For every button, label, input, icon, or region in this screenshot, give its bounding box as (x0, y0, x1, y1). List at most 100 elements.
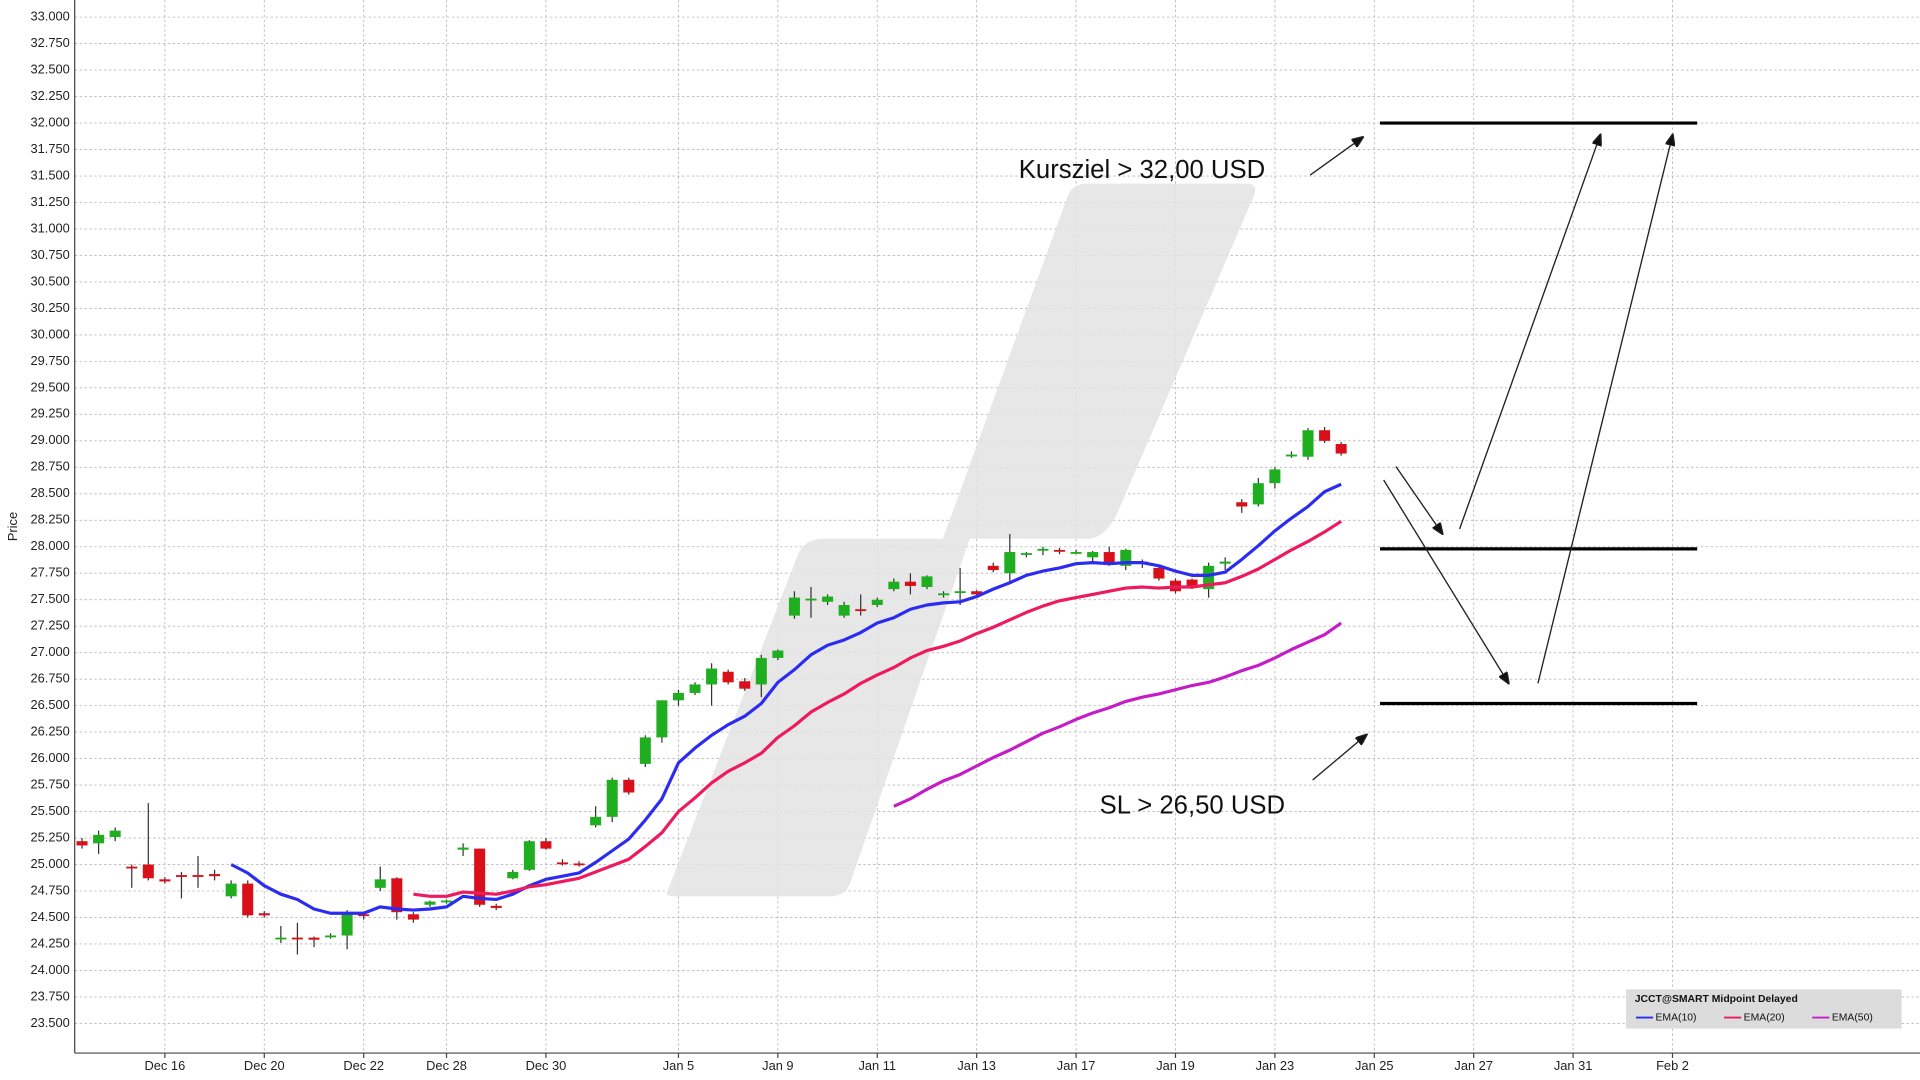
y-tick-label: 30.250 (30, 300, 69, 315)
candle-body (540, 841, 552, 849)
x-tick-label: Feb 2 (1656, 1058, 1689, 1073)
candle-body (706, 668, 718, 685)
candle-body (971, 591, 983, 595)
candle-body (855, 609, 867, 612)
y-tick-label: 29.750 (30, 353, 69, 368)
y-tick-label: 26.750 (30, 671, 69, 686)
candle-body (175, 875, 187, 877)
y-tick-label: 27.750 (30, 565, 69, 580)
candle-body (805, 598, 817, 601)
candle-body (1319, 430, 1331, 441)
y-tick-label: 32.750 (30, 35, 69, 50)
y-tick-label: 29.250 (30, 406, 69, 421)
candle-body (788, 597, 800, 616)
y-tick-label: 25.750 (30, 776, 69, 791)
y-tick-label: 23.500 (30, 1015, 69, 1030)
candle-body (954, 591, 966, 594)
y-tick-label: 31.750 (30, 141, 69, 156)
arrow (1537, 135, 1673, 684)
y-tick-label: 30.500 (30, 273, 69, 288)
y-tick-label: 31.500 (30, 167, 69, 182)
candle-body (1335, 444, 1347, 454)
candle-body (1037, 548, 1049, 551)
y-tick-label: 33.000 (30, 9, 69, 24)
y-tick-label: 25.250 (30, 829, 69, 844)
y-tick-label: 32.000 (30, 114, 69, 129)
candle-body (556, 862, 569, 865)
legend-title: JCCT@SMART Midpoint Delayed (1635, 994, 1798, 1005)
candle-body (441, 900, 453, 903)
ema-line (893, 621, 1343, 808)
y-tick-label: 26.500 (30, 697, 69, 712)
arrows (1309, 135, 1673, 781)
candle-body (159, 879, 171, 882)
x-tick-label: Jan 13 (957, 1058, 996, 1073)
candle-body (1252, 483, 1264, 505)
candle-body (987, 565, 999, 571)
candle-body (1103, 552, 1115, 564)
legend-label: EMA(20) (1744, 1012, 1785, 1023)
y-tick-label: 24.500 (30, 909, 69, 924)
y-tick-label: 31.250 (30, 194, 69, 209)
arrow (1383, 479, 1509, 683)
x-tick-label: Jan 19 (1156, 1058, 1195, 1073)
arrow (1312, 735, 1367, 781)
y-tick-label: 26.250 (30, 724, 69, 739)
annotation: Kursziel > 32,00 USD (1019, 156, 1265, 184)
y-tick-label: 32.250 (30, 88, 69, 103)
x-tick-label: Jan 17 (1057, 1058, 1096, 1073)
candle-body (573, 863, 585, 866)
candle-body (192, 875, 204, 877)
candle-body (1054, 549, 1066, 552)
arrow (1458, 135, 1601, 530)
candle-body (258, 913, 270, 916)
y-tick-label: 28.500 (30, 485, 69, 500)
y-tick-label: 27.250 (30, 618, 69, 633)
candle-body (1302, 430, 1314, 457)
y-tick-label: 25.500 (30, 803, 69, 818)
candle-body (93, 834, 105, 844)
candle-body (1269, 469, 1281, 484)
x-tick-label: Jan 23 (1256, 1058, 1295, 1073)
candle-body (921, 576, 933, 587)
candle-body (109, 830, 121, 837)
x-tick-label: Dec 28 (426, 1058, 467, 1073)
arrow (1395, 466, 1443, 534)
arrow (1309, 137, 1363, 176)
legend-box (1626, 989, 1902, 1029)
candle-body (308, 937, 320, 940)
candle-body (1285, 454, 1297, 457)
candle-body (938, 593, 950, 596)
y-tick-label: 27.500 (30, 591, 69, 606)
x-tick-label: Dec 30 (526, 1058, 567, 1073)
candle-body (623, 779, 635, 793)
candle-body (242, 883, 254, 916)
candle-body (457, 847, 469, 850)
annotation: SL > 26,50 USD (1100, 792, 1286, 820)
candle-body (358, 914, 370, 917)
y-tick-label: 28.000 (30, 538, 69, 553)
legend: JCCT@SMART Midpoint Delayed EMA(10) EMA(2… (1626, 989, 1902, 1029)
y-tick-label: 27.000 (30, 644, 69, 659)
candle-body (1219, 561, 1231, 564)
candle-body (523, 841, 535, 870)
candle-body (374, 879, 386, 888)
legend-label: EMA(10) (1656, 1012, 1697, 1023)
candle-body (142, 864, 154, 879)
candle-body (507, 871, 519, 879)
candle-body (474, 848, 486, 905)
x-tick-label: Jan 31 (1554, 1058, 1593, 1073)
y-tick-label: 29.000 (30, 432, 69, 447)
candle-body (275, 937, 287, 940)
y-tick-label: 30.750 (30, 247, 69, 262)
candle-body (1236, 502, 1248, 507)
candle-body (1153, 567, 1165, 579)
candle-body (739, 681, 751, 689)
y-tick-label: 24.750 (30, 882, 69, 897)
watermark (666, 183, 1256, 897)
ema-line (230, 482, 1342, 915)
x-tick-label: Jan 9 (762, 1058, 793, 1073)
y-tick-label: 28.750 (30, 459, 69, 474)
candle-body (606, 779, 618, 817)
x-tick-label: Dec 20 (244, 1058, 285, 1073)
